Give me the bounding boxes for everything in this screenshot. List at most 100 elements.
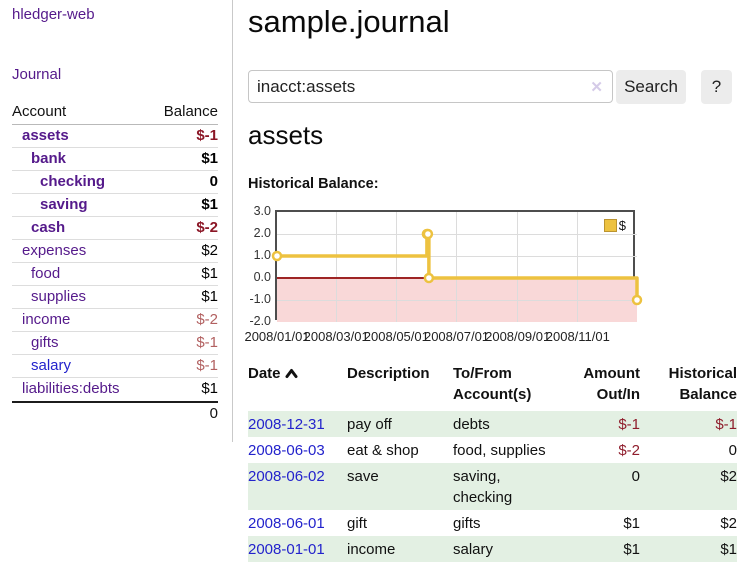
sidebar-account-row: income $-2: [12, 309, 218, 332]
chart-vertical-gridline: [517, 212, 519, 322]
sidebar-account-link[interactable]: assets: [22, 127, 69, 144]
sidebar-account-balance: $1: [201, 380, 218, 397]
register-amount: $-2: [618, 442, 640, 459]
register-balance: $2: [720, 468, 737, 485]
chart-y-tick-label: -1.0: [249, 292, 271, 306]
register-date-link[interactable]: 2008-01-01: [248, 541, 325, 558]
chart-vertical-gridline: [395, 212, 397, 322]
help-button[interactable]: ?: [701, 70, 732, 104]
register-header-row: Date Description To/From Account(s) Amou…: [248, 361, 737, 411]
register-description: income: [347, 541, 396, 558]
register-header-date-label: Date: [248, 365, 281, 382]
sidebar-account-link[interactable]: saving: [40, 196, 88, 213]
legend-label: $: [618, 218, 626, 233]
sidebar-account-row: expenses $2: [12, 240, 218, 263]
search-button[interactable]: Search: [616, 70, 686, 104]
sidebar-account-row: food $1: [12, 263, 218, 286]
sidebar-accounts-table: Account Balance assets $-1 bank $1 check…: [12, 100, 218, 424]
data-point-marker: [422, 228, 434, 240]
sidebar-account-balance: $1: [201, 265, 218, 282]
sidebar-account-link[interactable]: supplies: [31, 288, 87, 305]
sidebar-account-row: liabilities:debts $1: [12, 378, 218, 401]
register-date-link[interactable]: 2008-06-03: [248, 442, 325, 459]
sidebar-account-link[interactable]: salary: [31, 357, 72, 374]
app-home-link[interactable]: hledger-web: [12, 6, 95, 23]
chart-x-tick-label: 2008/05/01: [363, 329, 429, 344]
chart-x-tick-label: 2008/07/01: [423, 329, 490, 344]
sidebar-account-link[interactable]: income: [22, 311, 71, 328]
balance-step-line: [277, 232, 639, 300]
register-header-accounts: To/From Account(s): [453, 365, 532, 403]
sidebar: hledger-web Journal Account Balance asse…: [0, 0, 233, 442]
sidebar-account-link[interactable]: gifts: [31, 334, 59, 351]
legend-swatch-icon: [603, 219, 617, 232]
register-accounts: saving, checking: [453, 468, 513, 506]
sidebar-account-balance: $-2: [196, 219, 218, 236]
sidebar-account-link[interactable]: checking: [40, 173, 106, 190]
register-row[interactable]: 2008-06-03 eat & shop food, supplies $-2…: [248, 437, 737, 463]
register-header-description: Description: [347, 365, 430, 382]
sidebar-account-balance: $1: [201, 196, 218, 213]
sort-ascending-icon: [285, 369, 298, 378]
register-accounts: food, supplies: [453, 442, 546, 459]
chart-legend: $: [601, 217, 628, 234]
main-content: sample.journal ✕ Search ? assets Histori…: [244, 0, 737, 562]
register-row[interactable]: 2008-06-01 gift gifts $1 $2: [248, 510, 737, 536]
sidebar-account-link[interactable]: bank: [31, 150, 67, 167]
register-header-date[interactable]: Date: [248, 361, 347, 411]
chart-vertical-gridline: [456, 212, 457, 322]
register-balance: $-1: [715, 416, 737, 433]
sidebar-account-row: assets $-1: [12, 125, 218, 148]
register-header-balance: Historical Balance: [668, 365, 737, 403]
search-input-wrap: ✕: [248, 70, 613, 103]
register-row[interactable]: 2008-01-01 income salary $1 $1: [248, 536, 737, 562]
accounts-header-account: Account: [12, 103, 67, 120]
sidebar-account-balance: $-1: [196, 127, 218, 144]
register-balance: $2: [720, 515, 737, 532]
search-input[interactable]: [248, 70, 613, 103]
sidebar-account-link[interactable]: liabilities:debts: [22, 380, 120, 397]
sidebar-accounts-header: Account Balance: [12, 100, 218, 125]
chart-y-tick-label: 3.0: [253, 204, 271, 218]
sidebar-account-row: supplies $1: [12, 286, 218, 309]
register-row[interactable]: 2008-06-02 save saving, checking 0 $2: [248, 463, 737, 510]
register-accounts: salary: [453, 541, 494, 558]
register-date-link[interactable]: 2008-12-31: [248, 416, 325, 433]
chart-plot-area: $ 3.0 2.0 1.0 0.0 -1.0 -2.0 2008/01/01 2008/03/…: [244, 204, 643, 344]
chart-vertical-gridline: [335, 212, 337, 322]
sidebar-account-row: saving $1: [12, 194, 218, 217]
chart-y-tick-label: 1.0: [253, 248, 271, 262]
register-table: Date Description To/From Account(s) Amou…: [248, 361, 737, 562]
register-amount: $-1: [618, 416, 640, 433]
chart-y-tick-label: -2.0: [249, 314, 271, 328]
chart-x-tick-label: 2008/11/01: [545, 329, 610, 344]
register-description: gift: [347, 515, 368, 532]
sidebar-account-row: cash $-2: [12, 217, 218, 240]
chart-y-tick-label: 2.0: [253, 226, 271, 240]
chart-horizontal-gridline: [277, 299, 637, 301]
sidebar-account-row: salary $-1: [12, 355, 218, 378]
register-row[interactable]: 2008-12-31 pay off debts $-1 $-1: [248, 411, 737, 437]
sidebar-account-balance: $1: [201, 288, 218, 305]
sidebar-account-link[interactable]: expenses: [22, 242, 87, 259]
sidebar-account-row: gifts $-1: [12, 332, 218, 355]
register-accounts: debts: [453, 416, 490, 433]
sidebar-account-link[interactable]: cash: [31, 219, 66, 236]
search-bar: ✕ Search ?: [248, 70, 737, 104]
sidebar-account-row: bank $1: [12, 148, 218, 171]
chart-horizontal-gridline: [277, 233, 637, 235]
sidebar-account-row: checking 0: [12, 171, 218, 194]
register-header-amount: Amount Out/In: [583, 365, 640, 403]
register-date-link[interactable]: 2008-06-01: [248, 515, 325, 532]
account-heading: assets: [248, 120, 324, 150]
historical-balance-chart: $ 3.0 2.0 1.0 0.0 -1.0 -2.0 2008/01/01 2008/03/…: [244, 204, 737, 355]
sidebar-account-balance: $-2: [196, 311, 218, 328]
sidebar-account-link[interactable]: food: [31, 265, 61, 282]
sidebar-account-balance: $1: [201, 150, 218, 167]
sidebar-item-journal[interactable]: Journal: [12, 66, 62, 83]
register-balance: $1: [720, 541, 737, 558]
register-date-link[interactable]: 2008-06-02: [248, 468, 325, 485]
chart-vertical-gridline: [577, 212, 579, 322]
clear-search-icon[interactable]: ✕: [590, 79, 603, 96]
register-amount: $1: [623, 515, 640, 532]
